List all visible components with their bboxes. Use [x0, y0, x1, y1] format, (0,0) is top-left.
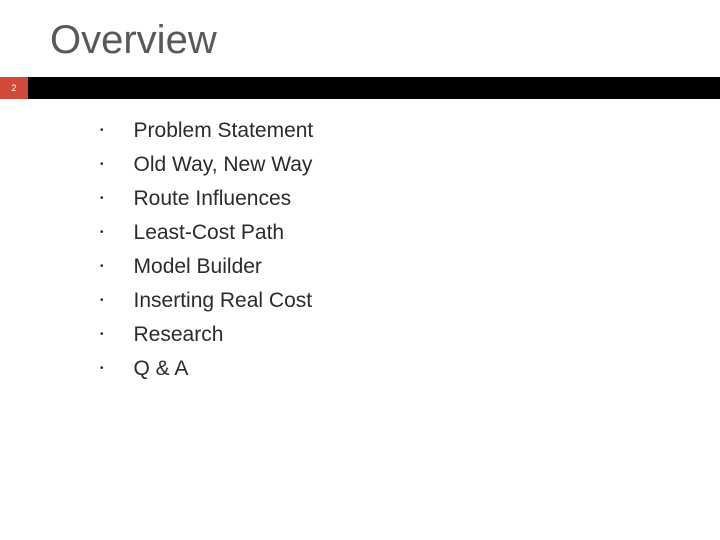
bullet-text: Q & A: [134, 357, 189, 381]
bullet-item: • Q & A: [100, 357, 720, 381]
bullet-item: • Inserting Real Cost: [100, 289, 720, 313]
bullet-text: Route Influences: [134, 187, 292, 211]
divider-bar: 2: [0, 77, 720, 99]
bullet-text: Model Builder: [134, 255, 262, 279]
slide-title: Overview: [0, 0, 720, 77]
bullet-item: • Route Influences: [100, 187, 720, 211]
page-number-box: 2: [0, 77, 28, 99]
bullet-list: • Problem Statement • Old Way, New Way • Rout…: [100, 119, 720, 381]
bullet-text: Inserting Real Cost: [134, 289, 313, 313]
content-area: • Problem Statement • Old Way, New Way • Rout…: [0, 99, 720, 381]
dark-bar: [28, 77, 720, 99]
bullet-dot-icon: •: [100, 160, 104, 170]
bullet-text: Problem Statement: [134, 119, 314, 143]
bullet-item: • Research: [100, 323, 720, 347]
bullet-dot-icon: •: [100, 126, 104, 136]
bullet-dot-icon: •: [100, 194, 104, 204]
bullet-text: Least-Cost Path: [134, 221, 285, 245]
bullet-item: • Problem Statement: [100, 119, 720, 143]
bullet-dot-icon: •: [100, 296, 104, 306]
bullet-text: Old Way, New Way: [134, 153, 313, 177]
page-number: 2: [11, 83, 16, 93]
bullet-dot-icon: •: [100, 330, 104, 340]
bullet-dot-icon: •: [100, 262, 104, 272]
bullet-dot-icon: •: [100, 228, 104, 238]
bullet-item: • Least-Cost Path: [100, 221, 720, 245]
bullet-text: Research: [134, 323, 224, 347]
bullet-item: • Old Way, New Way: [100, 153, 720, 177]
bullet-item: • Model Builder: [100, 255, 720, 279]
bullet-dot-icon: •: [100, 364, 104, 374]
